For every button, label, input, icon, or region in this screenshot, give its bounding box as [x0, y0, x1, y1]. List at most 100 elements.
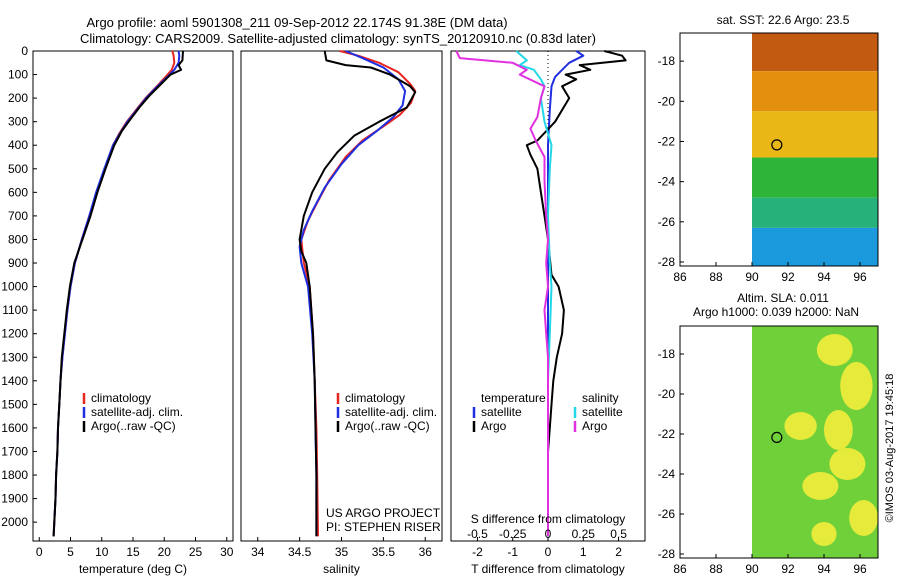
salinity-xtick-label: 34	[251, 545, 265, 559]
sst-map-ytick-label: -18	[658, 54, 676, 68]
difference-legend-label: satellite	[582, 405, 623, 419]
salinity-xtick-label: 35.5	[372, 545, 396, 559]
temperature-ytick-label: 1500	[1, 397, 28, 411]
sla-map-ytick-label: -18	[658, 347, 676, 361]
salinity-xtick-label: 35	[335, 545, 349, 559]
difference-xtick-label: 1	[580, 545, 587, 559]
sst-map-xtick-label: 86	[673, 270, 687, 284]
sst-map-ytick-label: -28	[658, 255, 676, 269]
difference-series-t-argo	[525, 50, 627, 537]
salinity-xtick-label: 34.5	[288, 545, 312, 559]
temperature-frame	[32, 50, 234, 542]
sst-map-frame	[679, 32, 879, 267]
difference-xtick-label: 2	[615, 545, 622, 559]
temperature-ytick-label: 900	[8, 256, 28, 270]
temperature-ytick-label: 400	[8, 138, 28, 152]
difference-legend-s-title: salinity	[582, 391, 619, 405]
sst-map-ytick-label: -22	[658, 134, 676, 148]
sst-band	[752, 33, 878, 72]
sst-map-title: sat. SST: 22.6 Argo: 23.5	[717, 13, 850, 27]
salinity-legend-label: Argo(..raw -QC)	[345, 419, 430, 433]
temperature-legend-label: climatology	[91, 391, 151, 405]
temperature-ytick-label: 500	[8, 162, 28, 176]
sla-blob	[811, 522, 837, 546]
temperature-ytick-label: 2000	[1, 515, 28, 529]
sla-map-data	[752, 326, 878, 558]
sla-map-xtick-label: 92	[781, 562, 795, 576]
temperature-ytick-label: 1600	[1, 421, 28, 435]
sst-map-ytick-label: -26	[658, 215, 676, 229]
sla-map-xtick-label: 96	[853, 562, 867, 576]
temperature-panel: 0100200300400500600700800900100011001200…	[1, 44, 233, 576]
temperature-ytick-label: 1100	[2, 303, 28, 317]
sla-map-title: Altim. SLA: 0.011	[737, 291, 829, 305]
sst-map-panel: 86 88 90 92 94 96 -18 -20 -22 -24 -26 -28 sat. SST: …	[658, 13, 879, 284]
difference-xtick-label: -1	[507, 545, 518, 559]
difference-panel: -2 -1 0 1 2 T difference from climatology -0.5…	[450, 50, 646, 576]
figure-title-line1: Argo profile: aoml 5901308_211 09-Sep-20…	[86, 15, 507, 30]
sla-blob	[829, 448, 866, 480]
credit-text: ©IMOS 03-Aug-2017 19:45:18	[884, 374, 896, 523]
difference-series-s-satellite	[515, 50, 553, 537]
salinity-series-argo-raw-qc-	[298, 50, 417, 537]
temperature-ytick-label: 1400	[1, 374, 28, 388]
temperature-xtick-label: 25	[189, 545, 203, 559]
salinity-legend-label: satellite-adj. clim.	[345, 405, 437, 419]
difference-stick-label: -0.5	[467, 527, 488, 541]
sla-map-ytick-label: -20	[658, 387, 676, 401]
sla-blob	[849, 500, 878, 536]
temperature-xtick-label: 30	[220, 545, 234, 559]
temperature-ytick-label: 1700	[1, 444, 28, 458]
sla-map-xtick-label: 88	[709, 562, 723, 576]
sla-blob	[824, 410, 853, 450]
temperature-xlabel: temperature (deg C)	[79, 562, 187, 576]
difference-legend-t-title: temperature	[481, 391, 546, 405]
difference-xtick-label: 0	[545, 545, 552, 559]
sst-map-xtick-label: 96	[853, 270, 867, 284]
sla-blob	[784, 412, 817, 440]
sst-map-argo-marker	[771, 139, 783, 151]
sst-map-xtick-label: 92	[781, 270, 795, 284]
temperature-ytick-label: 700	[8, 209, 28, 223]
sst-band	[752, 157, 878, 198]
sla-map-subtitle: Argo h1000: 0.039 h2000: NaN	[693, 305, 859, 319]
sst-map-xtick-label: 94	[817, 270, 831, 284]
temperature-ytick-label: 200	[8, 91, 28, 105]
sst-band	[752, 71, 878, 112]
sla-map-ytick-label: -28	[658, 547, 676, 561]
salinity-xtick-label: 36	[419, 545, 433, 559]
sla-blob	[802, 472, 839, 500]
temperature-xtick-label: 0	[36, 545, 43, 559]
temperature-series-argo-raw-qc-	[52, 50, 184, 537]
sst-map-data	[752, 33, 878, 266]
difference-xlabel-top: S difference from climatology	[471, 512, 626, 526]
sla-map-panel: 86 88 90 92 94 96 -18 -20 -22 -24 -26 -28 Altim. SLA…	[658, 291, 879, 576]
temperature-xtick-label: 5	[67, 545, 74, 559]
salinity-xlabel: salinity	[323, 562, 360, 576]
salinity-legend-label: climatology	[345, 391, 405, 405]
difference-xtick-label: -2	[472, 545, 483, 559]
difference-legend-label: Argo	[582, 419, 608, 433]
difference-legend-label: Argo	[481, 419, 507, 433]
sst-band	[752, 197, 878, 228]
salinity-annotation: PI: STEPHEN RISER	[326, 520, 441, 534]
temperature-ytick-label: 0	[21, 44, 28, 58]
difference-stick-label: 0.5	[610, 527, 627, 541]
salinity-frame	[240, 50, 443, 542]
sla-blob	[840, 362, 873, 410]
temperature-xtick-label: 10	[95, 545, 109, 559]
temperature-ytick-label: 1800	[1, 468, 28, 482]
sst-map-xtick-label: 90	[745, 270, 759, 284]
sst-band	[752, 111, 878, 158]
sla-map-ytick-label: -24	[658, 467, 676, 481]
sst-band	[752, 227, 878, 266]
temperature-ytick-label: 1200	[1, 327, 28, 341]
difference-stick-label: 0.25	[572, 527, 596, 541]
difference-xlabel: T difference from climatology	[471, 562, 625, 576]
sla-blob	[816, 334, 853, 366]
sla-map-xtick-label: 94	[817, 562, 831, 576]
difference-legend-label: satellite	[481, 405, 522, 419]
sst-map-ytick-label: -20	[658, 94, 676, 108]
temperature-ytick-label: 1000	[1, 280, 28, 294]
temperature-ytick-label: 800	[8, 232, 28, 246]
